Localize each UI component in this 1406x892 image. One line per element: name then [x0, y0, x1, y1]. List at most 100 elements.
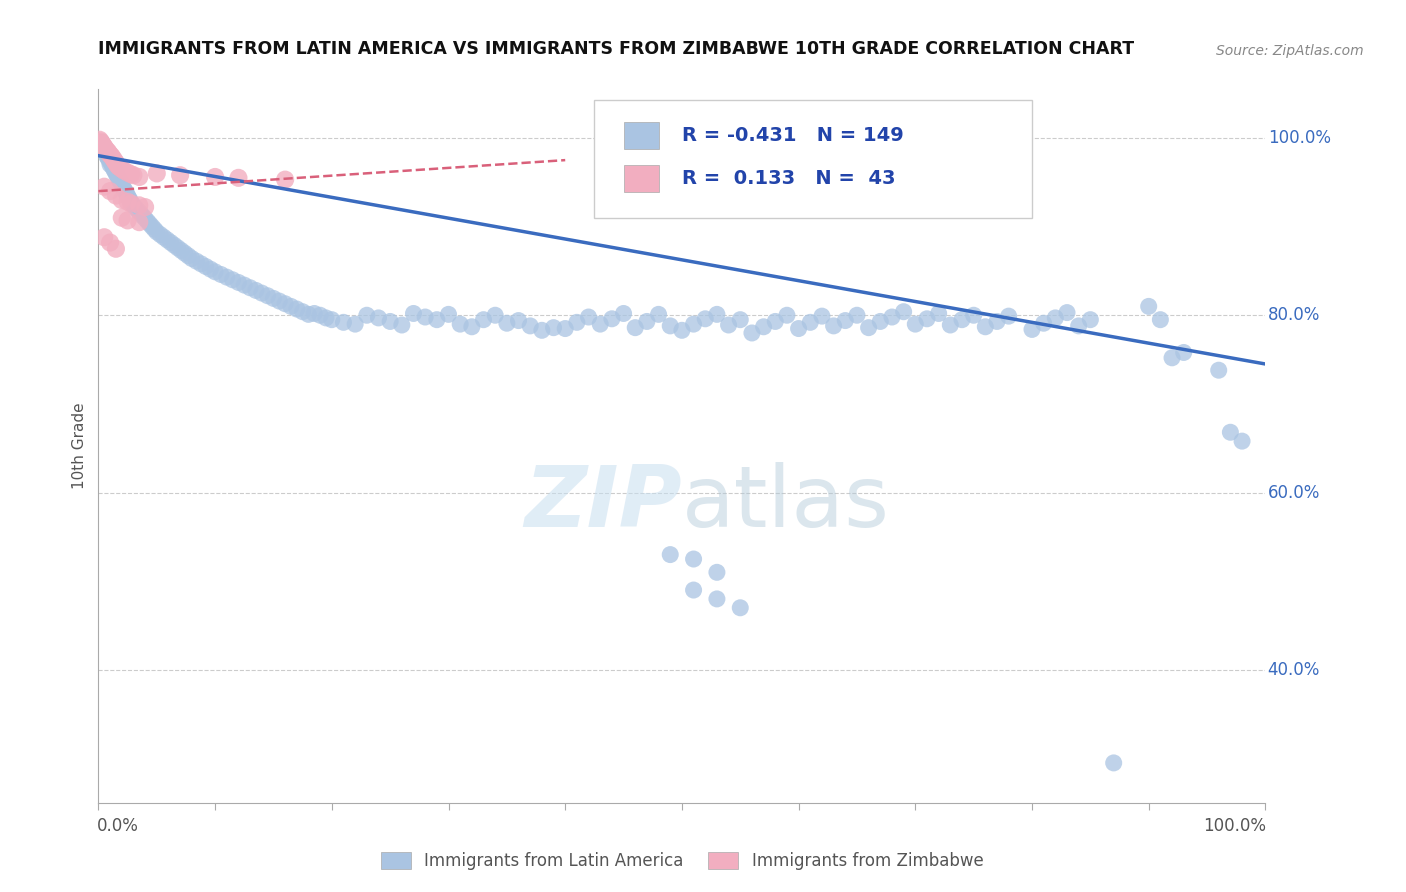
Point: [659, 548, 682, 562]
Point: [105, 157, 128, 171]
Point: [115, 186, 138, 201]
Point: [315, 310, 337, 325]
Point: [134, 211, 156, 226]
Point: [402, 306, 425, 320]
Point: [104, 242, 127, 256]
Point: [304, 306, 326, 320]
Point: [129, 206, 152, 220]
Point: [730, 600, 752, 615]
Point: [170, 244, 193, 258]
Point: [94, 142, 117, 156]
Point: [146, 225, 169, 239]
Point: [120, 195, 142, 210]
Point: [100, 149, 122, 163]
Point: [893, 304, 915, 318]
Point: [845, 308, 868, 322]
Point: [169, 168, 191, 182]
Point: [93, 140, 115, 154]
FancyBboxPatch shape: [623, 122, 659, 149]
Point: [103, 153, 125, 167]
Point: [1208, 363, 1230, 377]
Point: [156, 233, 179, 247]
Point: [107, 170, 129, 185]
FancyBboxPatch shape: [623, 165, 659, 192]
Point: [1137, 299, 1160, 313]
Point: [776, 308, 799, 322]
Point: [986, 314, 1008, 328]
Point: [823, 318, 845, 333]
Point: [671, 323, 693, 337]
Point: [250, 286, 273, 301]
Point: [128, 169, 150, 184]
Point: [1032, 316, 1054, 330]
Point: [120, 196, 142, 211]
Text: 80.0%: 80.0%: [1268, 306, 1320, 325]
Point: [111, 179, 134, 194]
Point: [111, 177, 134, 191]
Point: [484, 308, 506, 322]
Point: [111, 211, 134, 225]
Point: [215, 270, 238, 285]
Point: [245, 284, 267, 298]
Point: [378, 314, 402, 328]
Point: [962, 308, 984, 322]
Point: [543, 320, 565, 334]
Point: [194, 260, 217, 274]
Point: [122, 168, 145, 182]
Text: R =  0.133   N =  43: R = 0.133 N = 43: [682, 169, 896, 188]
Point: [763, 314, 786, 328]
Point: [880, 310, 903, 324]
Point: [730, 312, 752, 326]
Point: [391, 318, 413, 332]
Point: [139, 217, 162, 231]
Point: [239, 281, 262, 295]
Text: Source: ZipAtlas.com: Source: ZipAtlas.com: [1216, 44, 1364, 58]
Point: [682, 582, 704, 597]
Point: [104, 153, 127, 168]
Point: [97, 145, 120, 159]
Point: [90, 135, 112, 149]
Point: [108, 160, 131, 174]
Point: [717, 318, 740, 332]
Text: atlas: atlas: [682, 461, 890, 545]
Point: [647, 307, 669, 321]
Text: 0.0%: 0.0%: [97, 817, 139, 835]
Point: [997, 309, 1019, 323]
Point: [93, 140, 115, 154]
Point: [127, 203, 149, 218]
Point: [101, 159, 124, 173]
Point: [117, 165, 139, 179]
Point: [519, 318, 541, 333]
Text: 40.0%: 40.0%: [1268, 661, 1320, 679]
Point: [1067, 318, 1090, 333]
Point: [209, 268, 232, 282]
Point: [204, 265, 226, 279]
Point: [118, 193, 141, 207]
Point: [173, 246, 195, 260]
Point: [1102, 756, 1125, 770]
Point: [624, 320, 647, 334]
Point: [344, 317, 367, 331]
Point: [143, 222, 166, 236]
Point: [107, 159, 129, 173]
Point: [122, 198, 145, 212]
Point: [141, 219, 163, 234]
Point: [1219, 425, 1241, 440]
Point: [89, 133, 111, 147]
Point: [636, 314, 658, 328]
Point: [132, 209, 155, 223]
Point: [98, 235, 121, 250]
FancyBboxPatch shape: [595, 100, 1032, 218]
Point: [152, 230, 174, 244]
Point: [117, 188, 139, 202]
Point: [426, 312, 449, 326]
Text: ZIP: ZIP: [524, 461, 682, 545]
Point: [96, 144, 118, 158]
Point: [291, 304, 314, 318]
Point: [752, 319, 775, 334]
Point: [96, 149, 118, 163]
Point: [787, 321, 810, 335]
Point: [280, 299, 302, 313]
Point: [177, 249, 200, 263]
Point: [1080, 312, 1102, 326]
